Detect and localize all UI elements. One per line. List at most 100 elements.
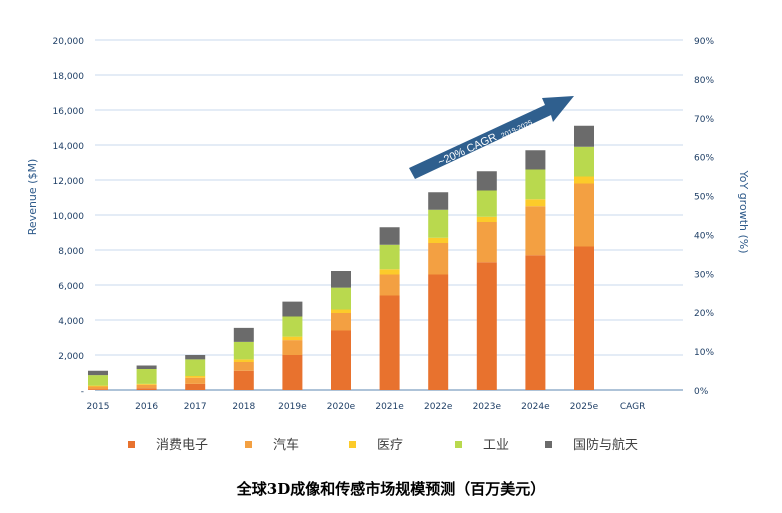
- legend-label: 国防与航天: [573, 437, 638, 453]
- bar-segment: [88, 370, 108, 376]
- legend: 消费电子 汽车 医疗 工业 国防与航天: [128, 437, 638, 453]
- legend-swatch: [545, 441, 552, 448]
- x-tick-label: 2021e: [375, 402, 404, 412]
- bar-segment: [525, 206, 546, 256]
- x-tick-label: 2025e: [570, 402, 599, 412]
- bar-segment: [331, 309, 351, 313]
- legend-label: 工业: [483, 438, 509, 453]
- bar-segment: [282, 301, 303, 317]
- y2-tick-label: 0%: [694, 387, 709, 397]
- x-tick-label: 2018: [232, 402, 255, 412]
- cagr-text: ~20% CAGR: [436, 131, 498, 169]
- bar-segment: [379, 269, 400, 275]
- x-tick-label: 2015: [87, 402, 110, 412]
- bar-segment: [233, 327, 254, 342]
- bar-segment: [428, 237, 449, 243]
- y-tick-label: 18,000: [53, 72, 85, 82]
- bar-segment: [379, 295, 400, 390]
- bar-segment: [379, 227, 400, 245]
- legend-label: 医疗: [377, 438, 403, 453]
- bar-segment: [428, 209, 449, 238]
- bar-segment: [574, 146, 594, 177]
- bar-segment: [282, 355, 303, 390]
- y2-tick-label: 10%: [694, 348, 714, 358]
- bar-segment: [185, 355, 206, 360]
- bar-segment: [136, 384, 157, 389]
- bar-segment: [331, 287, 351, 310]
- bar-segment: [185, 376, 206, 378]
- x-tick-label: 2024e: [521, 402, 550, 412]
- x-tick-label: 2020e: [327, 402, 356, 412]
- cagr-arrow-shape: [409, 96, 574, 179]
- bar-segment: [185, 377, 206, 384]
- bar-segment: [476, 171, 497, 191]
- legend-swatch: [455, 441, 462, 448]
- y-tick-label: 20,000: [53, 37, 85, 47]
- bar-segment: [428, 192, 449, 210]
- bar-segment: [331, 271, 351, 288]
- x-tick-label: 2019e: [278, 402, 307, 412]
- bar-segment: [136, 388, 157, 390]
- x-tick-label: 2023e: [473, 402, 502, 412]
- y2-tick-label: 50%: [694, 193, 714, 203]
- bar-segment: [136, 383, 157, 385]
- bar-segment: [282, 336, 303, 341]
- bar-segment: [233, 341, 254, 360]
- bar-segment: [136, 365, 157, 369]
- legend-item: 工业: [455, 438, 509, 453]
- bar-segment: [525, 255, 546, 390]
- bar-segment: [88, 386, 108, 390]
- bar-segment: [476, 222, 497, 263]
- bar-segment: [525, 199, 546, 207]
- bar-segment: [428, 274, 449, 390]
- x-tick-label: CAGR: [620, 402, 646, 412]
- y2-tick-label: 60%: [694, 154, 714, 164]
- bar-segment: [379, 244, 400, 270]
- y-tick-label: 10,000: [53, 212, 85, 222]
- bars: [88, 125, 594, 390]
- legend-swatch: [245, 441, 252, 448]
- chart-title: 全球3D成像和传感市场规模预测（百万美元）: [236, 480, 546, 498]
- legend-item: 消费电子: [128, 438, 208, 453]
- y-tick-label: -: [81, 387, 84, 397]
- bar-segment: [331, 330, 351, 390]
- y2-tick-label: 80%: [694, 76, 714, 86]
- bar-segment: [476, 216, 497, 222]
- y2-axis-label: YoY growth (%): [737, 169, 750, 253]
- y-tick-label: 2,000: [58, 352, 84, 362]
- bar-segment: [574, 176, 594, 184]
- y2-tick-label: 40%: [694, 231, 714, 241]
- y-tick-label: 14,000: [53, 142, 85, 152]
- bar-segment: [525, 150, 546, 170]
- y-axis: - 2,000 4,000 6,000 8,000 10,000 12,000 14,000 1…: [53, 37, 85, 397]
- y-tick-label: 4,000: [58, 317, 84, 327]
- bar-segment: [88, 375, 108, 386]
- legend-item: 汽车: [245, 437, 299, 453]
- legend-swatch: [349, 441, 356, 448]
- bar-segment: [233, 370, 254, 390]
- bar-segment: [185, 359, 206, 376]
- y2-tick-label: 90%: [694, 37, 714, 47]
- legend-item: 医疗: [349, 438, 403, 453]
- x-tick-label: 2022e: [424, 402, 453, 412]
- y2-axis: 0% 10% 20% 30% 40% 50% 60% 70% 80% 90%: [694, 37, 714, 397]
- legend-item: 国防与航天: [545, 437, 638, 453]
- bar-segment: [476, 262, 497, 390]
- y-tick-label: 6,000: [58, 282, 84, 292]
- bar-segment: [233, 359, 254, 362]
- bar-segment: [379, 274, 400, 296]
- legend-label: 消费电子: [156, 438, 208, 453]
- bar-segment: [428, 243, 449, 275]
- bar-segment: [185, 383, 206, 390]
- y2-tick-label: 30%: [694, 270, 714, 280]
- legend-label: 汽车: [273, 437, 299, 453]
- y-axis-label: Revenue ($M): [26, 159, 39, 235]
- x-tick-label: 2016: [135, 402, 158, 412]
- y-tick-label: 16,000: [53, 107, 85, 117]
- x-axis: 2015 2016 2017 2018 2019e 2020e 2021e 2022e 2023…: [87, 402, 646, 412]
- x-tick-label: 2017: [184, 402, 207, 412]
- y2-tick-label: 70%: [694, 115, 714, 125]
- bar-segment: [574, 183, 594, 247]
- bar-segment: [331, 313, 351, 331]
